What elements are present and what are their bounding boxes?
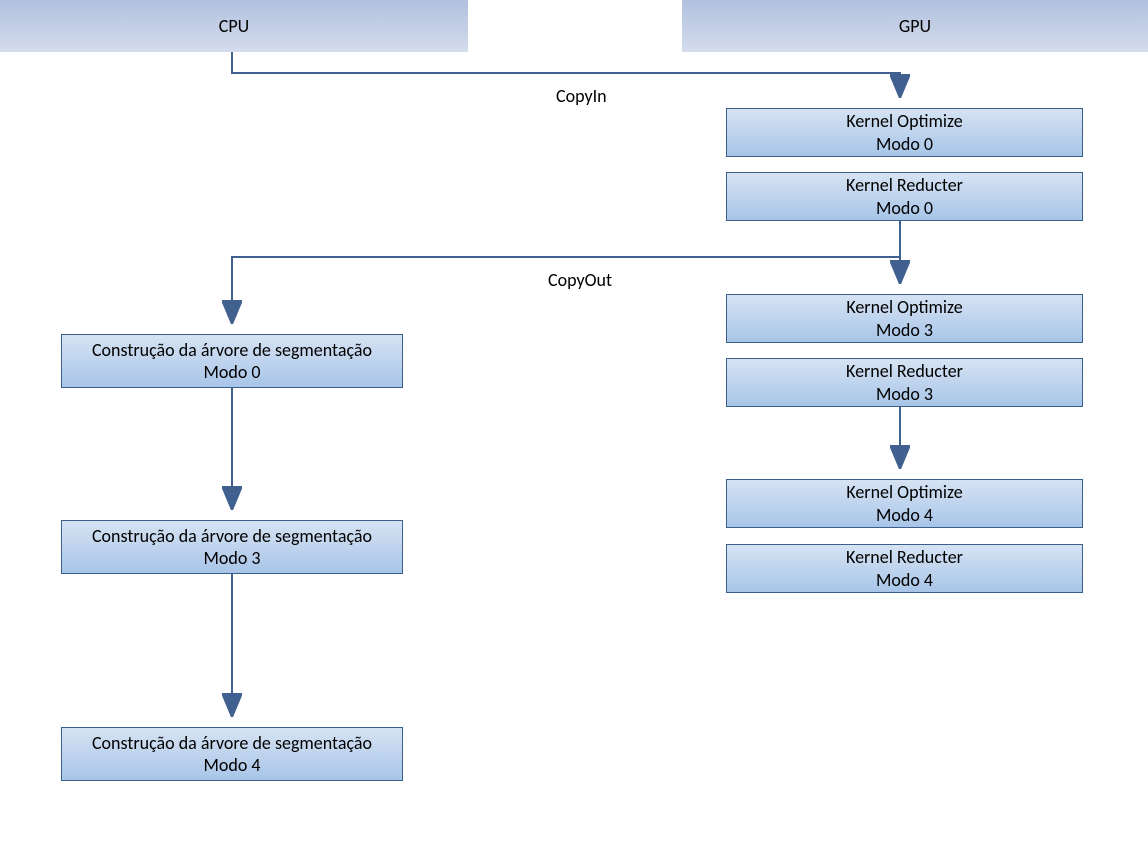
cpu-seg-4-line2: Modo 4	[203, 754, 260, 777]
cpu-seg-0-line2: Modo 0	[203, 361, 260, 384]
gpu-optimize-4: Kernel Optimize Modo 4	[726, 479, 1083, 528]
gpu-optimize-4-line2: Modo 4	[876, 504, 933, 527]
cpu-seg-0-line1: Construção da árvore de segmentação	[92, 339, 372, 362]
gpu-reducter-3: Kernel Reducter Modo 3	[726, 358, 1083, 407]
cpu-seg-3-line2: Modo 3	[203, 547, 260, 570]
gpu-optimize-3: Kernel Optimize Modo 3	[726, 294, 1083, 343]
gpu-optimize-0-line1: Kernel Optimize	[846, 110, 962, 133]
label-copyin: CopyIn	[556, 85, 607, 107]
cpu-seg-3-line1: Construção da árvore de segmentação	[92, 525, 372, 548]
gpu-optimize-4-line1: Kernel Optimize	[846, 481, 962, 504]
gpu-reducter-0: Kernel Reducter Modo 0	[726, 172, 1083, 221]
cpu-seg-4-line1: Construção da árvore de segmentação	[92, 732, 372, 755]
cpu-seg-4: Construção da árvore de segmentação Modo…	[61, 727, 403, 781]
gpu-optimize-3-line2: Modo 3	[876, 319, 933, 342]
gpu-reducter-4-line1: Kernel Reducter	[846, 546, 963, 569]
label-copyout: CopyOut	[548, 269, 612, 291]
gpu-optimize-3-line1: Kernel Optimize	[846, 296, 962, 319]
cpu-seg-3: Construção da árvore de segmentação Modo…	[61, 520, 403, 574]
gpu-reducter-4-line2: Modo 4	[876, 569, 933, 592]
cpu-seg-0: Construção da árvore de segmentação Modo…	[61, 334, 403, 388]
gpu-reducter-4: Kernel Reducter Modo 4	[726, 544, 1083, 593]
gpu-reducter-3-line1: Kernel Reducter	[846, 360, 963, 383]
gpu-reducter-3-line2: Modo 3	[876, 383, 933, 406]
gpu-reducter-0-line1: Kernel Reducter	[846, 174, 963, 197]
header-cpu-label: CPU	[219, 15, 249, 38]
header-gpu: GPU	[682, 0, 1148, 52]
gpu-reducter-0-line2: Modo 0	[876, 197, 933, 220]
header-gpu-label: GPU	[899, 15, 931, 38]
header-cpu: CPU	[0, 0, 468, 52]
gpu-optimize-0-line2: Modo 0	[876, 133, 933, 156]
gpu-optimize-0: Kernel Optimize Modo 0	[726, 108, 1083, 157]
diagram-canvas: CPU GPU CopyIn CopyOut Construção da árv…	[0, 0, 1148, 866]
